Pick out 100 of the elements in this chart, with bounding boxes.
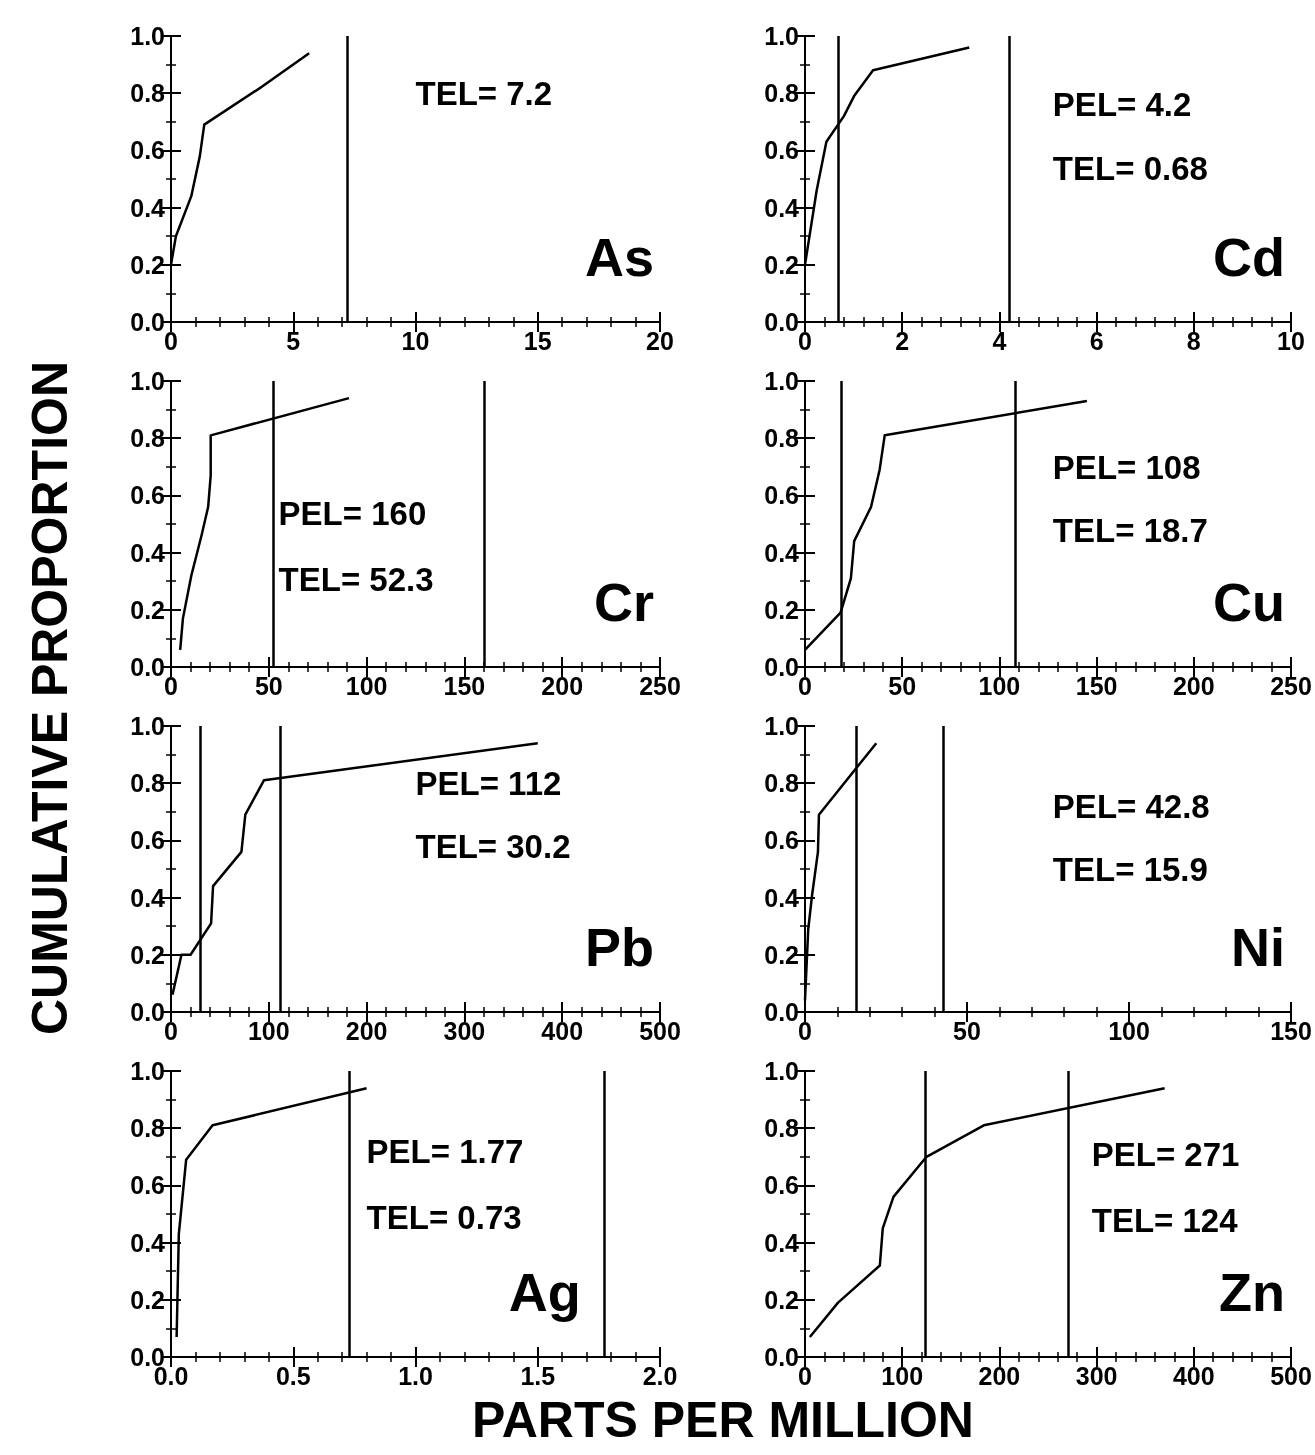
annotation: TEL= 0.68: [1052, 149, 1208, 187]
y-tick-label: 1.0: [764, 367, 799, 395]
x-tick-label: 100: [978, 671, 1021, 700]
y-tick-label: 0.4: [764, 193, 800, 222]
y-tick-label: 0.4: [764, 538, 800, 567]
x-tick-label: 500: [1270, 1361, 1312, 1390]
y-tick-label: 0.8: [130, 1114, 166, 1143]
y-tick-label: 0.2: [130, 250, 165, 279]
x-tick-label: 200: [1172, 671, 1215, 700]
y-tick-label: 0.6: [764, 136, 799, 165]
x-tick-label: 0: [798, 671, 812, 700]
y-tick-label: 0.4: [764, 1228, 800, 1257]
y-tick-label: 0.0: [764, 1343, 799, 1371]
y-tick-label: 0.2: [764, 250, 799, 279]
y-tick-label: 0.6: [130, 136, 165, 165]
y-tick-label: 0.6: [764, 481, 799, 510]
y-tick-label: 1.0: [130, 22, 165, 50]
y-tick-label: 0.2: [764, 1285, 799, 1314]
y-tick-label: 0.6: [130, 1171, 165, 1200]
x-tick-label: 15: [523, 326, 552, 355]
x-tick-label: 300: [1075, 1361, 1118, 1390]
x-tick-label: 1.5: [520, 1361, 556, 1390]
y-tick-label: 0.4: [130, 1228, 166, 1257]
x-tick-label: 200: [345, 1016, 388, 1045]
x-tick-label: 8: [1186, 326, 1201, 355]
x-tick-label: 250: [639, 671, 681, 700]
y-tick-label: 0.2: [764, 940, 799, 969]
x-tick-label: 400: [1172, 1361, 1215, 1390]
annotation: PEL= 1.77: [366, 1132, 524, 1170]
x-tick-label: 100: [345, 671, 388, 700]
x-tick-label: 100: [247, 1016, 290, 1045]
x-tick-label: 10: [401, 326, 430, 355]
y-tick-label: 0.2: [764, 595, 799, 624]
y-tick-label: 0.8: [764, 1114, 800, 1143]
annotation: TEL= 18.7: [1052, 511, 1208, 549]
x-axis-title: PARTS PER MILLION: [472, 1391, 974, 1449]
y-tick-label: 0.6: [130, 826, 165, 855]
y-tick-label: 1.0: [130, 712, 165, 740]
annotation: Cu: [1213, 571, 1285, 632]
annotation: Cr: [593, 571, 654, 632]
annotation: Pb: [584, 916, 654, 977]
y-tick-label: 0.0: [130, 998, 165, 1026]
annotation: TEL= 7.2: [415, 74, 553, 112]
x-tick-label: 0: [798, 1016, 812, 1045]
annotation: TEL= 30.2: [415, 828, 571, 866]
y-tick-label: 1.0: [130, 367, 165, 395]
annotation: PEL= 271: [1091, 1135, 1240, 1173]
y-tick-label: 0.2: [130, 1285, 165, 1314]
x-tick-label: 0: [164, 671, 178, 700]
x-tick-label: 400: [541, 1016, 584, 1045]
y-tick-label: 0.6: [764, 826, 799, 855]
x-tick-label: 300: [443, 1016, 486, 1045]
y-tick-label: 0.8: [764, 424, 800, 453]
y-tick-label: 0.8: [130, 79, 166, 108]
y-tick-label: 0.6: [764, 1171, 799, 1200]
y-tick-label: 0.4: [764, 883, 800, 912]
x-tick-label: 10: [1277, 326, 1305, 355]
x-tick-label: 150: [1075, 671, 1118, 700]
x-tick-label: 100: [881, 1361, 924, 1390]
annotation: TEL= 0.73: [366, 1198, 522, 1236]
annotation: PEL= 112: [415, 764, 562, 802]
y-tick-label: 0.2: [130, 940, 165, 969]
annotation: PEL= 108: [1052, 448, 1201, 486]
y-tick-label: 0.4: [130, 193, 166, 222]
annotation: Ni: [1231, 916, 1285, 977]
annotation: As: [584, 226, 654, 287]
y-axis-title: CUMULATIVE PROPORTION: [21, 360, 79, 1036]
x-tick-label: 2.0: [642, 1361, 678, 1390]
x-tick-label: 50: [888, 671, 917, 700]
annotation: TEL= 124: [1091, 1201, 1239, 1239]
x-tick-label: 6: [1089, 326, 1104, 355]
annotation: TEL= 15.9: [1052, 851, 1208, 888]
annotation: TEL= 52.3: [278, 560, 434, 598]
x-tick-label: 50: [254, 671, 283, 700]
y-tick-label: 0.0: [130, 653, 165, 681]
y-tick-label: 0.4: [130, 883, 166, 912]
x-tick-label: 5: [286, 326, 301, 355]
x-tick-label: 1.0: [398, 1361, 433, 1390]
x-tick-label: 20: [646, 326, 674, 355]
x-tick-label: 0: [164, 1016, 178, 1045]
y-tick-label: 0.0: [764, 998, 799, 1026]
y-tick-label: 0.8: [130, 769, 166, 798]
x-tick-label: 50: [953, 1016, 981, 1045]
y-tick-label: 0.2: [130, 595, 165, 624]
x-tick-label: 250: [1270, 671, 1312, 700]
x-tick-label: 150: [443, 671, 486, 700]
x-tick-label: 4: [992, 326, 1007, 355]
x-tick-label: 0: [798, 326, 812, 355]
x-tick-label: 0.5: [275, 1361, 311, 1390]
annotation: PEL= 4.2: [1052, 86, 1192, 124]
annotation: Cd: [1213, 226, 1285, 287]
annotation: PEL= 42.8: [1052, 787, 1210, 825]
y-tick-label: 0.8: [764, 769, 800, 798]
annotation: Ag: [508, 1261, 581, 1322]
y-tick-label: 0.4: [130, 538, 166, 567]
x-tick-label: 150: [1270, 1016, 1312, 1045]
y-tick-label: 1.0: [764, 1057, 799, 1085]
y-tick-label: 1.0: [764, 712, 799, 740]
x-tick-label: 200: [541, 671, 584, 700]
x-tick-label: 500: [639, 1016, 681, 1045]
